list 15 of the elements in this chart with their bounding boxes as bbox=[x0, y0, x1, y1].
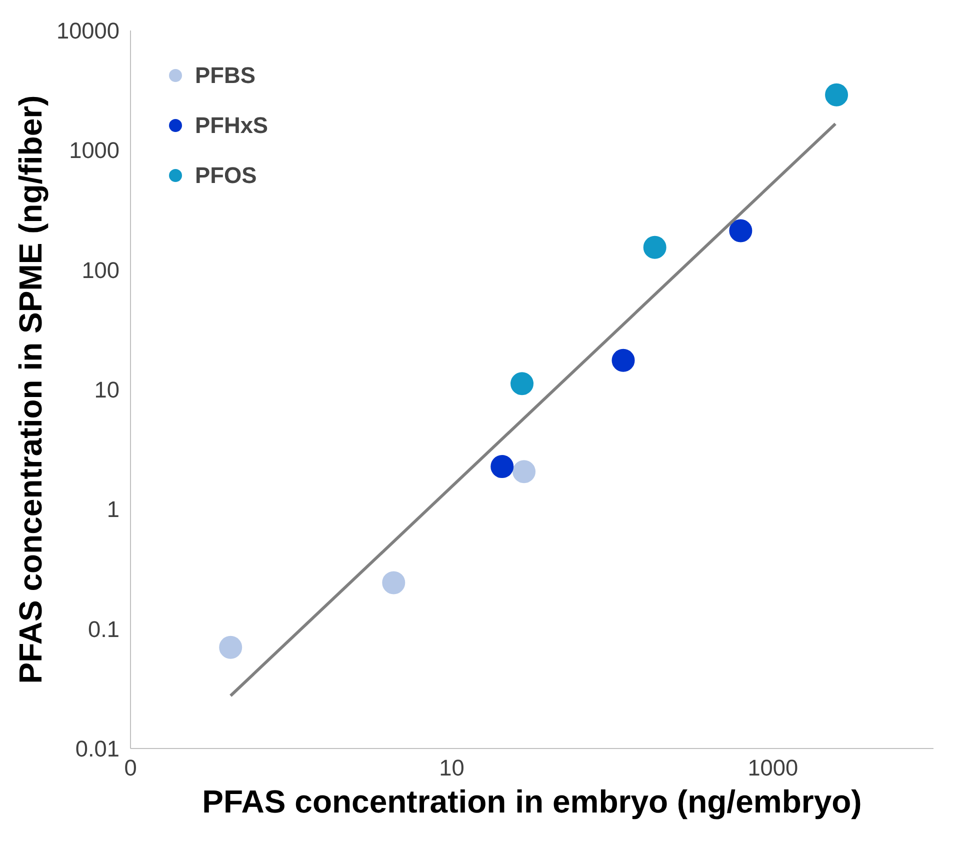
legend-label: PFHxS bbox=[195, 112, 268, 138]
y-tick-label: 1 bbox=[106, 496, 120, 522]
legend-label: PFBS bbox=[195, 62, 256, 88]
y-tick-label: 0.01 bbox=[75, 736, 120, 762]
x-tick-label: 1000 bbox=[748, 754, 798, 780]
x-axis-title: PFAS concentration in embryo (ng/embryo) bbox=[202, 784, 862, 820]
y-axis-title: PFAS concentration in SPME (ng/fiber) bbox=[12, 95, 48, 684]
x-tick-label: 0 bbox=[124, 754, 137, 780]
legend-label: PFOS bbox=[195, 162, 257, 188]
y-tick-label: 10 bbox=[94, 376, 120, 402]
y-tick-label: 10000 bbox=[56, 18, 120, 44]
x-tick-label: 10 bbox=[439, 754, 464, 780]
y-tick-label: 100 bbox=[82, 256, 120, 283]
y-tick-label: 1000 bbox=[69, 137, 120, 164]
y-tick-label: 0.1 bbox=[88, 616, 120, 642]
